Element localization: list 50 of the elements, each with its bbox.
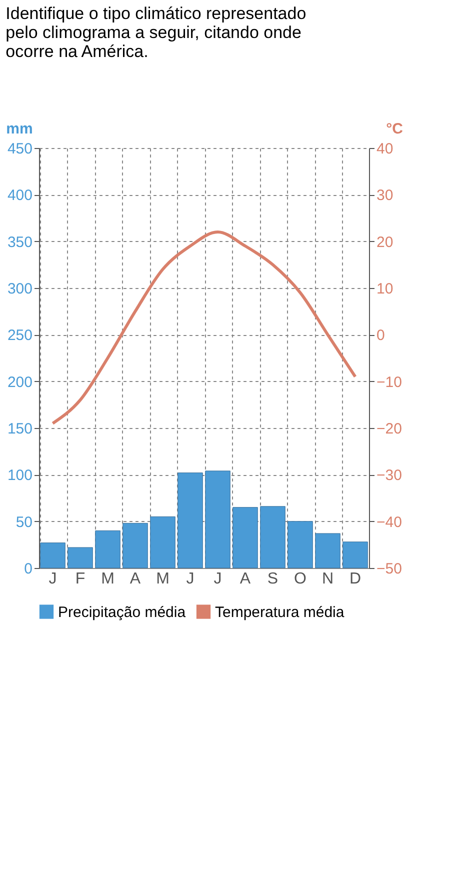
x-tick-label: F — [75, 570, 86, 588]
x-tick-label: A — [130, 570, 141, 588]
y-tick-label: 300 — [7, 280, 32, 298]
y2-tick-label: −50 — [376, 560, 402, 578]
bar — [205, 470, 230, 568]
x-tick-label: D — [349, 570, 362, 588]
legend-label: Temperatura média — [215, 604, 345, 621]
line-series — [51, 230, 357, 425]
y-tick-label: 450 — [7, 140, 32, 158]
y2-tick-label: −10 — [376, 374, 402, 391]
y-tick-label: 100 — [7, 467, 32, 484]
y2-tick-label: −40 — [376, 514, 402, 531]
x-tick-label: O — [294, 570, 306, 588]
x-tick-label: A — [240, 570, 251, 588]
bar — [178, 472, 203, 568]
bar — [315, 533, 340, 568]
chart-title: Identifique o tipo climático representado pelo climograma a seguir, citando onde ocorre na América. — [6, 4, 306, 61]
x-tick-label: S — [267, 570, 278, 588]
bar — [288, 521, 313, 568]
y2-tick-label: 10 — [376, 280, 394, 298]
y-tick-label: 150 — [7, 420, 32, 438]
y-tick-label: 400 — [7, 187, 32, 204]
y2-tick-label: 30 — [376, 187, 394, 204]
x-tick-label: J — [48, 570, 57, 588]
x-tick-label: M — [156, 570, 170, 588]
bar — [95, 530, 120, 568]
bar — [122, 522, 148, 568]
legend-label: Precipitação média — [58, 604, 186, 621]
y-tick-label: 50 — [16, 514, 32, 531]
bar — [260, 506, 286, 568]
bar — [40, 542, 66, 568]
bar — [150, 516, 176, 568]
y-tick-label: 250 — [7, 327, 32, 344]
y-axis-title: mm — [6, 120, 33, 138]
y-tick-label: 200 — [7, 374, 32, 391]
y2-tick-label: −30 — [376, 467, 402, 484]
x-tick-label: J — [186, 570, 194, 588]
y2-tick-label: 0 — [376, 327, 385, 344]
x-tick-label: M — [101, 570, 114, 588]
x-tick-label: J — [214, 570, 222, 588]
y2-tick-label: −20 — [376, 420, 402, 438]
y-tick-label: 350 — [7, 234, 32, 251]
bar — [68, 547, 93, 568]
x-tick-label: N — [322, 570, 334, 588]
bar — [342, 542, 368, 568]
y2-tick-label: 40 — [376, 140, 394, 158]
bar — [232, 507, 258, 568]
y2-tick-label: 20 — [376, 234, 394, 251]
y2-axis-title: °C — [386, 120, 404, 138]
y-tick-label: 0 — [24, 560, 32, 578]
